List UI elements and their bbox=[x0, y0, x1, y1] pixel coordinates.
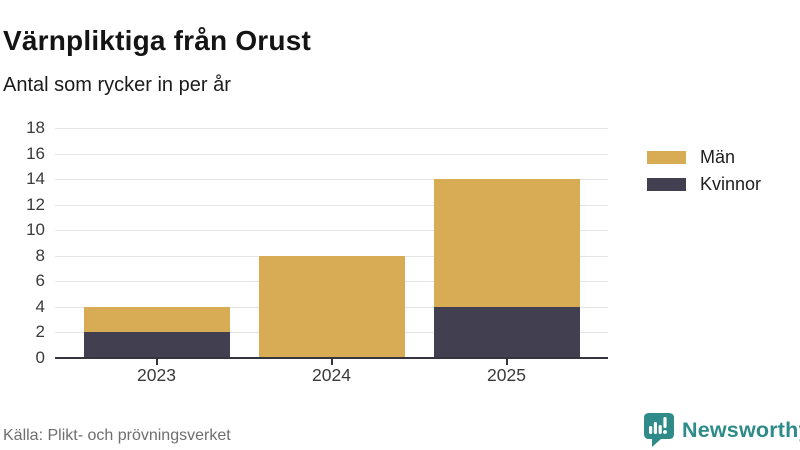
bar-segment-2023-kvinnor bbox=[83, 332, 230, 358]
newsworthy-logo[interactable]: Newsworthy bbox=[644, 413, 800, 447]
y-tick-label-2: 2 bbox=[35, 322, 45, 342]
chart-title: Värnpliktiga från Orust bbox=[3, 24, 311, 56]
x-tick-label-2024: 2024 bbox=[312, 365, 351, 385]
gridline-18 bbox=[55, 128, 608, 129]
y-tick-label-4: 4 bbox=[35, 296, 45, 316]
bar-segment-2023-män bbox=[83, 306, 230, 333]
legend-label-man: Män bbox=[700, 147, 736, 167]
legend-label-kvinnor: Kvinnor bbox=[700, 174, 762, 194]
source-text: Källa: Plikt- och prövningsverket bbox=[3, 427, 231, 444]
legend: Män Kvinnor bbox=[647, 144, 761, 198]
y-tick-label-14: 14 bbox=[26, 169, 45, 189]
legend-item-man: Män bbox=[647, 144, 761, 171]
gridline-12 bbox=[55, 204, 608, 206]
bar-segment-2024-män bbox=[258, 255, 405, 358]
legend-item-kvinnor: Kvinnor bbox=[647, 171, 761, 198]
y-tick-label-0: 0 bbox=[35, 348, 45, 367]
gridline-16 bbox=[55, 153, 608, 155]
newsworthy-logo-text: Newsworthy bbox=[682, 417, 800, 442]
y-tick-label-16: 16 bbox=[26, 143, 45, 163]
x-tick-2025 bbox=[505, 359, 508, 365]
x-axis-labels: 2023 2024 2025 bbox=[55, 365, 608, 387]
gridline-14 bbox=[55, 179, 608, 181]
gridline-10 bbox=[55, 230, 608, 232]
chart-subtitle: Antal som rycker in per år bbox=[3, 74, 231, 96]
y-tick-label-6: 6 bbox=[35, 271, 45, 291]
x-tick-label-2025: 2025 bbox=[487, 365, 526, 385]
y-tick-label-10: 10 bbox=[26, 220, 45, 240]
y-axis-labels: 0 2 4 6 8 10 12 14 16 18 bbox=[0, 118, 45, 367]
y-tick-label-12: 12 bbox=[26, 194, 45, 214]
bar-segment-2025-män bbox=[433, 179, 580, 307]
y-tick-label-18: 18 bbox=[26, 118, 45, 137]
x-axis-line bbox=[55, 357, 608, 359]
x-tick-2023 bbox=[155, 359, 158, 365]
x-tick-label-2023: 2023 bbox=[137, 365, 176, 385]
bar-segment-2025-kvinnor bbox=[433, 306, 580, 358]
legend-swatch-man bbox=[647, 151, 686, 164]
plot-area bbox=[55, 128, 608, 365]
y-tick-label-8: 8 bbox=[35, 245, 45, 265]
x-tick-2024 bbox=[330, 359, 333, 365]
newsworthy-logo-icon bbox=[644, 413, 674, 447]
legend-swatch-kvinnor bbox=[647, 178, 686, 191]
